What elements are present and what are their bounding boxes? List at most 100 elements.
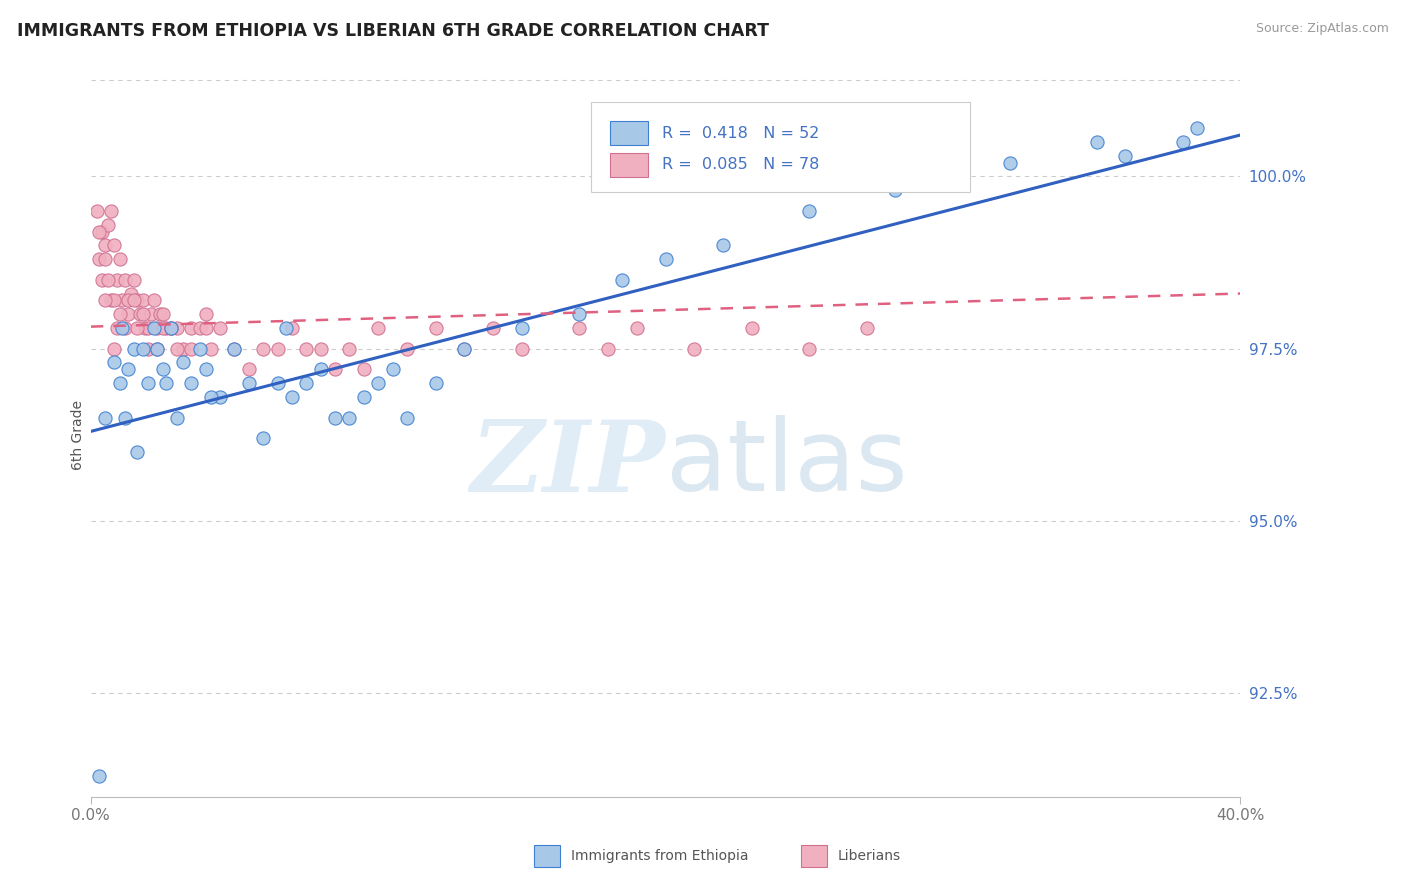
Point — [238, 362, 260, 376]
Point — [281, 321, 304, 335]
Point — [114, 410, 136, 425]
Point — [114, 321, 136, 335]
Point — [128, 307, 150, 321]
Y-axis label: 6th Grade: 6th Grade — [72, 400, 86, 470]
Point — [131, 307, 153, 321]
Point — [120, 286, 142, 301]
Point — [103, 355, 125, 369]
Point — [188, 342, 211, 356]
Point — [1114, 149, 1136, 163]
Point — [510, 342, 533, 356]
Point — [339, 410, 361, 425]
Text: IMMIGRANTS FROM ETHIOPIA VS LIBERIAN 6TH GRADE CORRELATION CHART: IMMIGRANTS FROM ETHIOPIA VS LIBERIAN 6TH… — [17, 22, 769, 40]
Point — [200, 342, 222, 356]
Point — [194, 321, 217, 335]
Point — [166, 342, 188, 356]
Point — [200, 390, 222, 404]
Point — [108, 376, 131, 391]
Point — [139, 307, 162, 321]
Text: Immigrants from Ethiopia: Immigrants from Ethiopia — [571, 849, 748, 863]
Point — [323, 410, 346, 425]
Text: Source: ZipAtlas.com: Source: ZipAtlas.com — [1256, 22, 1389, 36]
Point — [626, 321, 648, 335]
Point — [367, 321, 389, 335]
Point — [91, 273, 114, 287]
Point — [180, 321, 202, 335]
Point — [1185, 121, 1208, 136]
Point — [172, 342, 194, 356]
Point — [152, 362, 174, 376]
Point — [108, 252, 131, 266]
Point — [136, 321, 159, 335]
Point — [353, 390, 375, 404]
FancyBboxPatch shape — [591, 102, 970, 193]
Point — [683, 342, 706, 356]
Point — [224, 342, 246, 356]
Point — [103, 238, 125, 252]
Point — [799, 342, 821, 356]
Point — [453, 342, 475, 356]
Point — [100, 293, 122, 308]
Point — [97, 273, 120, 287]
Point — [100, 203, 122, 218]
Point — [295, 342, 318, 356]
Point — [89, 225, 111, 239]
Point — [136, 342, 159, 356]
Text: atlas: atlas — [665, 416, 907, 512]
Point — [309, 362, 332, 376]
Point — [122, 293, 145, 308]
Point — [155, 321, 177, 335]
Point — [166, 410, 188, 425]
Point — [209, 390, 232, 404]
Point — [276, 321, 298, 335]
Point — [122, 342, 145, 356]
Point — [224, 342, 246, 356]
Point — [482, 321, 505, 335]
Bar — [610, 153, 648, 177]
Point — [125, 445, 148, 459]
Point — [295, 376, 318, 391]
Bar — [610, 121, 648, 145]
Point — [711, 238, 734, 252]
Point — [94, 410, 117, 425]
Point — [799, 203, 821, 218]
Point — [152, 307, 174, 321]
Point — [94, 293, 117, 308]
Point — [108, 307, 131, 321]
Point — [188, 321, 211, 335]
Point — [97, 218, 120, 232]
Point — [94, 238, 117, 252]
Point — [86, 203, 108, 218]
Point — [1171, 135, 1194, 149]
Point — [160, 321, 183, 335]
Text: R =  0.418   N = 52: R = 0.418 N = 52 — [662, 126, 820, 141]
Point — [453, 342, 475, 356]
Point — [111, 293, 134, 308]
Point — [180, 376, 202, 391]
Point — [855, 321, 877, 335]
Point — [238, 376, 260, 391]
Point — [395, 342, 418, 356]
Point — [152, 321, 174, 335]
Point — [111, 321, 134, 335]
Point — [131, 293, 153, 308]
Point — [117, 307, 139, 321]
Point — [194, 362, 217, 376]
Point — [339, 342, 361, 356]
Point — [131, 342, 153, 356]
Point — [266, 376, 288, 391]
Point — [568, 307, 591, 321]
Point — [160, 321, 183, 335]
Point — [117, 362, 139, 376]
Point — [395, 410, 418, 425]
Point — [146, 342, 169, 356]
Point — [510, 321, 533, 335]
Point — [103, 293, 125, 308]
Point — [309, 342, 332, 356]
Point — [149, 307, 172, 321]
Point — [125, 293, 148, 308]
Point — [252, 342, 274, 356]
Point — [91, 225, 114, 239]
Point — [143, 293, 166, 308]
Text: ZIP: ZIP — [471, 416, 665, 512]
